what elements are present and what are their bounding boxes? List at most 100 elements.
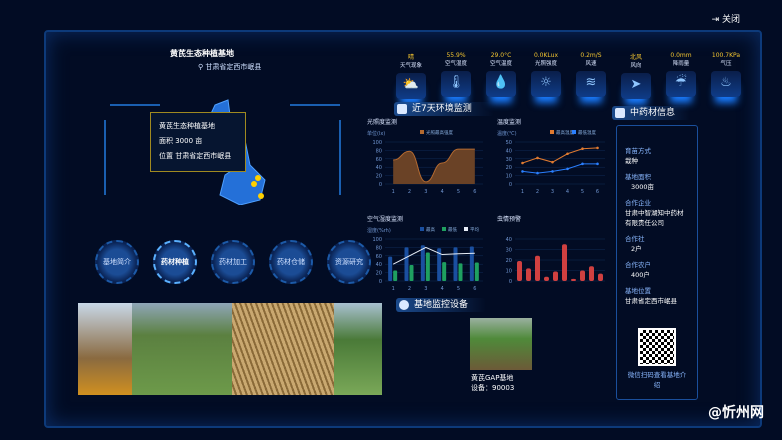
- pest-bar: [580, 270, 585, 281]
- x-tick: 2: [536, 189, 539, 195]
- weather-value: 100.7KPa: [711, 52, 741, 59]
- pest-bar: [553, 271, 558, 281]
- y-tick: 50: [506, 140, 512, 146]
- photo-workers: [334, 303, 382, 395]
- tooltip-position: 位置 甘肃省定西市岷县: [159, 152, 232, 160]
- data-point: [536, 156, 539, 160]
- camera-feed[interactable]: [470, 318, 532, 370]
- tooltip-name: 黄芪生态种植基地: [159, 122, 215, 130]
- chart-title: 虫情预警: [497, 215, 521, 223]
- x-tick: 1: [392, 189, 395, 195]
- pest-bar: [598, 273, 603, 281]
- nav-1[interactable]: 药材种植: [153, 240, 197, 284]
- y-tick: 10: [506, 174, 512, 180]
- watermark: @忻州网: [708, 405, 764, 421]
- y-axis-label: 湿度(%rh): [367, 227, 391, 234]
- weather-label: 天气现象: [399, 63, 422, 69]
- weather-label: 降雨量: [672, 61, 690, 67]
- data-point: [521, 170, 524, 173]
- legend-swatch: [572, 130, 576, 134]
- photo-field: [132, 303, 232, 395]
- nav-0[interactable]: 基地简介: [95, 240, 139, 284]
- x-tick: 3: [551, 189, 554, 195]
- data-point: [581, 162, 584, 166]
- legend-swatch: [420, 130, 424, 134]
- chart-icon: [397, 104, 407, 114]
- device-section-header: 基地监控设备: [396, 298, 486, 312]
- dashboard-frame: [44, 30, 762, 428]
- info-key: 合作农户: [625, 261, 651, 269]
- map-tooltip: 黄芪生态种植基地 面积 3000 亩 位置 甘肃省定西市岷县: [150, 112, 246, 172]
- chart-title: 光照度监测: [367, 118, 397, 126]
- weather-item: 55.9% 空气湿度 🌡: [433, 52, 479, 97]
- nav-2[interactable]: 药材加工: [211, 240, 255, 284]
- chart-title: 空气湿度监测: [367, 215, 403, 223]
- info-key: 基地面积: [625, 173, 651, 181]
- weather-value: 北风: [629, 54, 642, 61]
- info-value: 400户: [631, 271, 650, 279]
- close-button[interactable]: ⇥ 关闭: [711, 15, 740, 25]
- site-marker: [255, 175, 261, 181]
- x-tick: 4: [441, 286, 444, 292]
- pest-bar: [571, 278, 576, 281]
- bar: [458, 263, 463, 281]
- weather-label: 空气湿度: [444, 61, 467, 67]
- legend-label: 最低: [448, 226, 457, 233]
- info-value: 栽种: [625, 157, 638, 165]
- y-tick: 60: [376, 254, 382, 260]
- info-value: 甘肃省定西市岷县: [625, 297, 677, 305]
- device-label: 黄芪GAP基地 设备：90003: [471, 373, 514, 393]
- data-point: [551, 170, 554, 173]
- nav-3[interactable]: 药材仓储: [269, 240, 313, 284]
- weather-value: 0.0mm: [670, 52, 692, 59]
- bar: [425, 252, 430, 281]
- y-tick: 0: [509, 182, 512, 188]
- cloud-sun-icon: ⛅: [396, 73, 426, 99]
- info-key: 合作社: [625, 235, 645, 243]
- weather-value: 晴: [407, 54, 414, 61]
- bar: [469, 246, 474, 281]
- rain-icon: ☔: [666, 71, 696, 97]
- chart-title: 温度监测: [497, 118, 521, 126]
- bar: [409, 265, 414, 281]
- nav-4[interactable]: 资源研究: [327, 240, 371, 284]
- weather-item: 0.0mm 降雨量 ☔: [658, 52, 704, 97]
- data-point: [596, 146, 599, 150]
- weather-value: 55.9%: [446, 52, 466, 59]
- y-tick: 40: [506, 148, 512, 154]
- bar: [420, 245, 425, 281]
- bar: [442, 262, 447, 281]
- legend-swatch: [442, 227, 446, 231]
- qr-code[interactable]: [638, 328, 676, 366]
- data-point: [596, 162, 599, 166]
- y-tick: 0: [509, 279, 512, 285]
- pest-bar: [517, 261, 522, 281]
- tooltip-area: 面积 3000 亩: [159, 137, 203, 145]
- pest-bar: [562, 244, 567, 281]
- bar: [393, 270, 398, 281]
- x-tick: 5: [581, 189, 584, 195]
- bar: [404, 247, 409, 281]
- env-section-header: 近7天环境监测: [394, 102, 494, 116]
- legend-swatch: [420, 227, 424, 231]
- legend-swatch: [464, 227, 468, 231]
- x-tick: 3: [424, 189, 427, 195]
- y-tick: 20: [506, 258, 512, 264]
- x-tick: 6: [473, 286, 476, 292]
- x-tick: 2: [408, 189, 411, 195]
- base-title: 黄芪生态种植基地: [170, 49, 234, 58]
- weather-item: 北风 风向 ➤: [613, 52, 659, 99]
- data-point: [551, 160, 554, 164]
- info-key: 基地位置: [625, 287, 651, 295]
- bar: [474, 262, 479, 281]
- y-tick: 100: [372, 237, 382, 243]
- pest-bar: [535, 255, 540, 281]
- info-value: 2户: [631, 245, 642, 253]
- photo-excavator: [78, 303, 132, 395]
- data-point: [521, 161, 524, 165]
- legend-label: 平均: [470, 226, 479, 233]
- weather-label: 气压: [720, 61, 732, 67]
- weather-item: 0.0KLux 光照强度 ☼: [523, 52, 569, 97]
- y-tick: 80: [376, 148, 382, 154]
- area-fill: [393, 149, 475, 184]
